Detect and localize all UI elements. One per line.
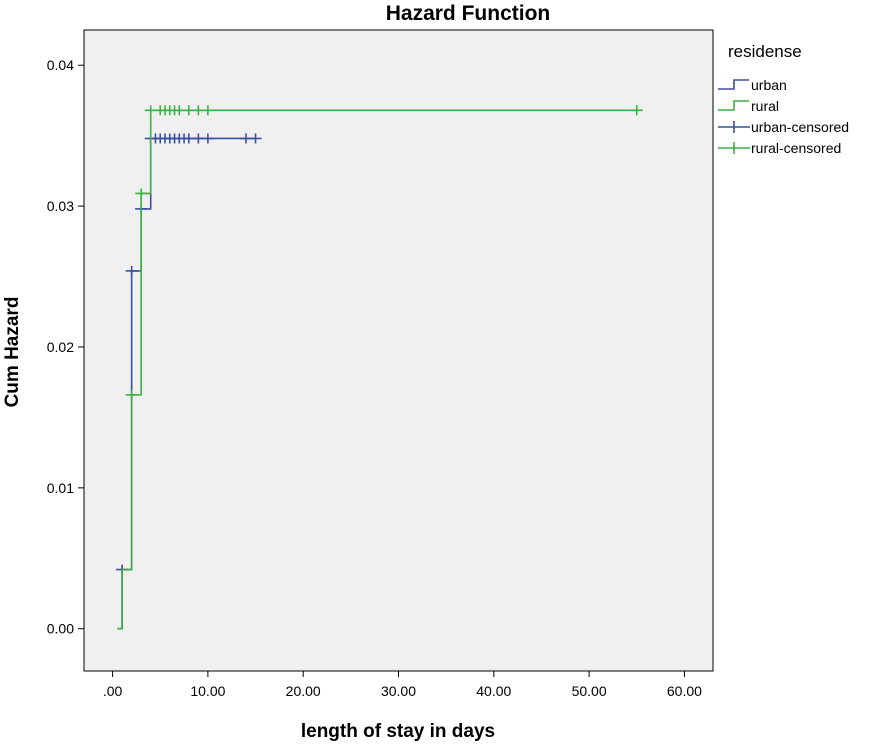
legend-label: rural-censored [751,140,841,156]
x-tick-label: 20.00 [286,683,321,699]
y-tick-label: 0.03 [47,198,74,214]
y-tick-label: 0.00 [47,621,74,637]
legend-item-rural-censored: rural-censored [718,140,841,156]
y-axis-label: Cum Hazard [2,297,23,408]
x-axis-label: length of stay in days [301,721,495,742]
censor-mark-rural [201,105,214,116]
x-tick-label: 30.00 [381,683,416,699]
legend-step-icon [718,79,749,90]
x-tick-label: 10.00 [190,683,225,699]
x-axis-ticks: .00 10.00 20.00 30.00 40.00 50.00 60.00 [103,671,702,699]
plot-background [83,29,714,672]
legend-item-urban-censored: urban-censored [718,119,849,135]
x-tick-label: 60.00 [667,683,702,699]
x-tick-label: .00 [103,683,123,699]
y-tick-label: 0.01 [47,480,74,496]
legend-title: residense [728,42,802,61]
legend-item-rural: rural [718,98,779,114]
series-layer [116,105,643,630]
y-tick-label: 0.04 [47,57,74,73]
censor-mark-rural [135,188,148,199]
censor-mark-rural [125,389,138,400]
x-tick-label: 40.00 [476,683,511,699]
legend: residense urban rural urban-censored rural-c… [718,42,849,156]
y-tick-label: 0.02 [47,339,74,355]
censor-mark-urban [201,133,214,144]
x-tick-label: 50.00 [572,683,607,699]
chart-title: Hazard Function [386,2,551,25]
censor-mark-urban [249,133,262,144]
y-axis-ticks: 0.00 0.01 0.02 0.03 0.04 [47,57,84,637]
legend-label: rural [751,98,779,114]
censor-mark-rural [630,105,643,116]
legend-step-icon [718,100,749,111]
legend-label: urban [751,77,787,93]
legend-item-urban: urban [718,77,787,93]
legend-label: urban-censored [751,119,849,135]
censor-mark-urban [125,265,138,276]
